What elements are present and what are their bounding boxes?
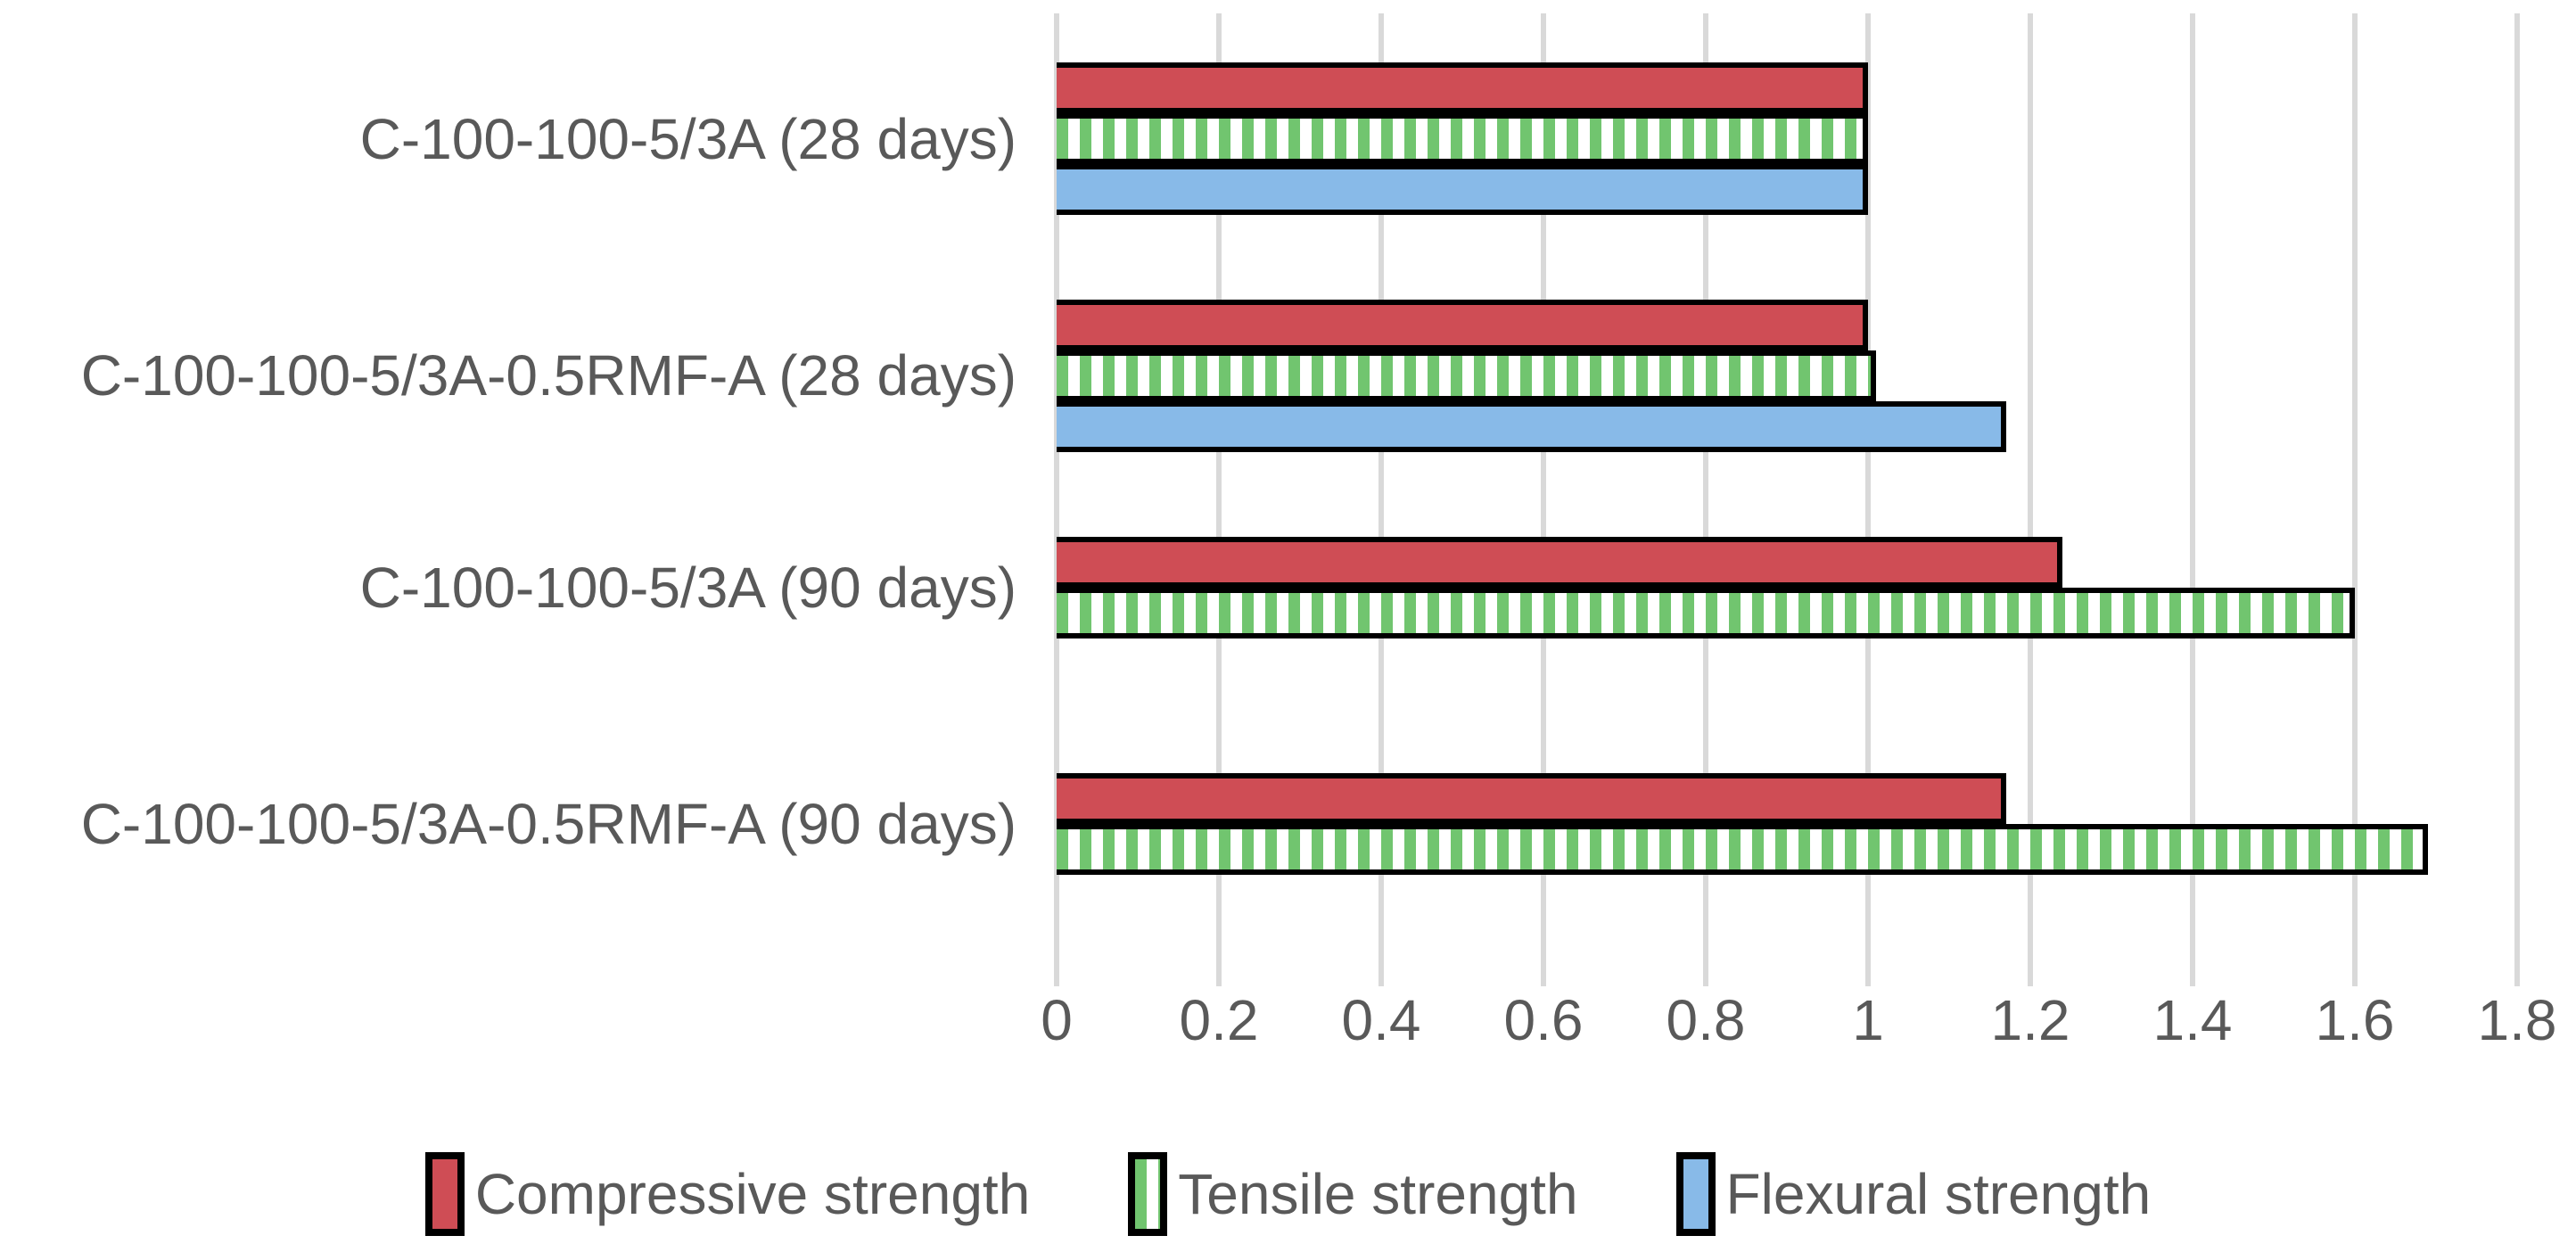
bar-tensile-strength — [1057, 350, 1876, 401]
x-tick-label: 1 — [1852, 988, 1884, 1052]
x-tick-label: 0.4 — [1341, 988, 1421, 1052]
gridline-0.8 — [1703, 13, 1708, 961]
axis-tick-1.4 — [2190, 961, 2195, 986]
bar-compressive-strength — [1057, 299, 1868, 350]
bar-compressive-strength — [1057, 536, 2062, 588]
category-label: C-100-100-5/3A (90 days) — [359, 555, 1016, 620]
gridline-0.2 — [1216, 13, 1222, 961]
category-label: C-100-100-5/3A-0.5RMF-A (90 days) — [80, 792, 1016, 857]
legend-swatch-icon — [424, 1152, 465, 1236]
axis-tick-1.8 — [2514, 961, 2520, 986]
axis-tick-0.6 — [1541, 961, 1546, 986]
category-label: C-100-100-5/3A (28 days) — [359, 106, 1016, 171]
x-tick-label: 0 — [1041, 988, 1073, 1052]
gridline-0.4 — [1379, 13, 1384, 961]
axis-tick-0.2 — [1216, 961, 1222, 986]
legend-label: Compressive strength — [474, 1162, 1031, 1226]
bar-flexural-strength — [1057, 400, 2006, 452]
axis-tick-1.6 — [2352, 961, 2358, 986]
gridline-1.2 — [2028, 13, 2033, 961]
bar-compressive-strength — [1057, 62, 1868, 113]
axis-tick-1.2 — [2028, 961, 2033, 986]
axis-tick-0 — [1054, 961, 1059, 986]
category-label: C-100-100-5/3A-0.5RMF-A (28 days) — [80, 343, 1016, 408]
legend-item-flexural-strength: Flexural strength — [1675, 1152, 2152, 1236]
legend-swatch-icon — [1128, 1152, 1168, 1236]
x-tick-label: 0.2 — [1179, 988, 1259, 1052]
legend: Compressive strength Tensile strength Flex… — [0, 1148, 2576, 1240]
legend-item-tensile-strength: Tensile strength — [1128, 1152, 1578, 1236]
legend-label: Tensile strength — [1178, 1162, 1578, 1226]
x-tick-label: 1.6 — [2315, 988, 2395, 1052]
legend-swatch-icon — [1675, 1152, 1716, 1236]
legend-item-compressive-strength: Compressive strength — [424, 1152, 1031, 1236]
gridline-1.6 — [2352, 13, 2358, 961]
bar-flexural-strength — [1057, 164, 1868, 215]
axis-tick-0.8 — [1703, 961, 1708, 986]
gridline-1.8 — [2514, 13, 2520, 961]
x-tick-label: 1.4 — [2152, 988, 2233, 1052]
gridline-0 — [1054, 13, 1059, 961]
gridline-1.4 — [2190, 13, 2195, 961]
axis-tick-1 — [1865, 961, 1871, 986]
bar-tensile-strength — [1057, 587, 2355, 638]
axis-tick-0.4 — [1379, 961, 1384, 986]
bar-tensile-strength — [1057, 824, 2428, 876]
legend-label: Flexural strength — [1725, 1162, 2152, 1226]
x-tick-label: 1.8 — [2477, 988, 2557, 1052]
bar-tensile-strength — [1057, 113, 1868, 164]
gridline-0.6 — [1541, 13, 1546, 961]
x-tick-label: 1.2 — [1990, 988, 2070, 1052]
bar-compressive-strength — [1057, 773, 2006, 825]
x-tick-label: 0.6 — [1503, 988, 1584, 1052]
gridline-1 — [1865, 13, 1871, 961]
x-tick-label: 0.8 — [1666, 988, 1746, 1052]
